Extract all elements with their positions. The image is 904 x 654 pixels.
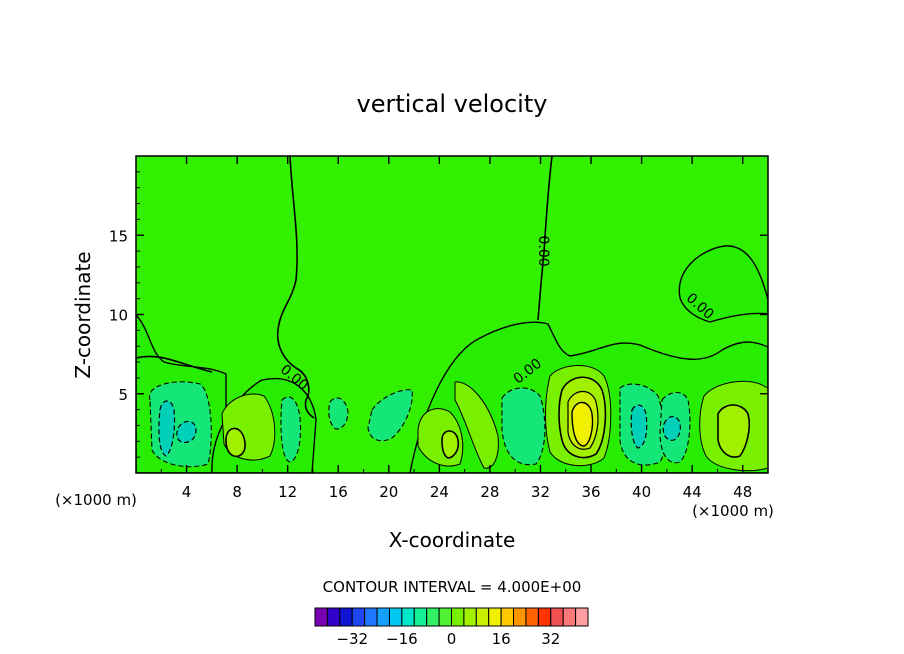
downdraft-core: [176, 420, 197, 444]
zero-contour-line: [537, 156, 553, 321]
x-tick-label: 12: [278, 483, 297, 501]
colorbar-swatch: [475, 607, 490, 627]
colorbar-swatch: [463, 607, 477, 627]
colorbar-swatch: [575, 607, 589, 627]
colorbar-swatch: [364, 607, 378, 627]
zero-contour-line: [276, 156, 315, 419]
colorbar-swatch: [413, 607, 428, 627]
colorbar-swatch: [376, 607, 390, 627]
x-tick-label: 16: [329, 483, 348, 501]
x-tick-label: 40: [632, 483, 651, 501]
colorbar-tick-label: 32: [541, 630, 560, 648]
contour-label: 0.00: [535, 236, 551, 267]
colorbar: −32 −16 0 16 32: [314, 607, 589, 648]
weak-downdraft-region: [501, 387, 546, 466]
colorbar-swatch: [562, 607, 577, 627]
x-tick-label: 24: [430, 483, 449, 501]
plot-area: 0.00 0.000.000.00 4 8 12 16 20 24 28 32 36 40 44 48 …: [109, 155, 769, 501]
downdraft-core: [630, 404, 648, 449]
updraft-wing: [454, 381, 499, 469]
zero-contours: [136, 156, 553, 419]
colorbar-swatch: [525, 607, 539, 627]
colorbar-swatch: [451, 607, 465, 627]
colorbar-tick-label: −32: [336, 630, 368, 648]
weak-downdraft-region: [367, 389, 413, 442]
colorbar-swatch: [314, 607, 328, 627]
colorbar-tick-label: 16: [492, 630, 511, 648]
zero-contour-line: [136, 355, 213, 373]
x-tick-label: 44: [683, 483, 702, 501]
colorbar-swatch: [388, 607, 403, 627]
colorbar-swatch: [339, 607, 353, 627]
contour-fields: [136, 245, 768, 473]
chart-title: vertical velocity: [357, 90, 548, 118]
colorbar-swatch: [401, 607, 415, 627]
x-axis-label: X-coordinate: [389, 528, 516, 552]
y-axis: 5 10 15: [109, 171, 768, 458]
x-tick-label: 8: [232, 483, 242, 501]
y-tick-label: 5: [118, 386, 128, 404]
updraft-core: [717, 404, 751, 458]
downdraft-core: [662, 415, 681, 441]
contour-interval-label: CONTOUR INTERVAL = 4.000E+00: [323, 578, 582, 596]
x-tick-label: 32: [531, 483, 550, 501]
weak-downdraft-region: [328, 397, 349, 430]
colorbar-swatch: [537, 607, 552, 627]
downdraft-core: [158, 400, 176, 457]
colorbar-tick-label: −16: [386, 630, 418, 648]
x-tick-label: 48: [733, 483, 752, 501]
x-tick-label: 36: [581, 483, 600, 501]
x-unit-left: (×1000 m): [55, 491, 137, 509]
weak-updraft-region: [678, 245, 768, 323]
updraft-core: [441, 430, 460, 459]
x-tick-label: 4: [182, 483, 192, 501]
weak-downdraft-region: [280, 396, 302, 463]
x-axis: 4 8 12 16 20 24 28 32 36 40 44 48: [160, 156, 752, 501]
updraft-core: [225, 427, 246, 458]
colorbar-swatch: [438, 607, 453, 627]
colorbar-swatch: [426, 607, 440, 627]
updraft-core: [571, 401, 594, 447]
colorbar-swatch: [513, 607, 527, 627]
colorbar-swatch: [488, 607, 502, 627]
x-tick-label: 28: [480, 483, 499, 501]
x-tick-label: 20: [379, 483, 398, 501]
y-tick-label: 10: [109, 307, 128, 325]
colorbar-swatch: [351, 607, 366, 627]
y-axis-label: Z-coordinate: [71, 251, 95, 378]
y-tick-label: 15: [109, 227, 128, 245]
colorbar-swatch: [326, 607, 341, 627]
colorbar-swatch: [500, 607, 515, 627]
colorbar-tick-label: 0: [447, 630, 457, 648]
x-unit-right: (×1000 m): [692, 502, 774, 520]
colorbar-swatch: [550, 607, 564, 627]
